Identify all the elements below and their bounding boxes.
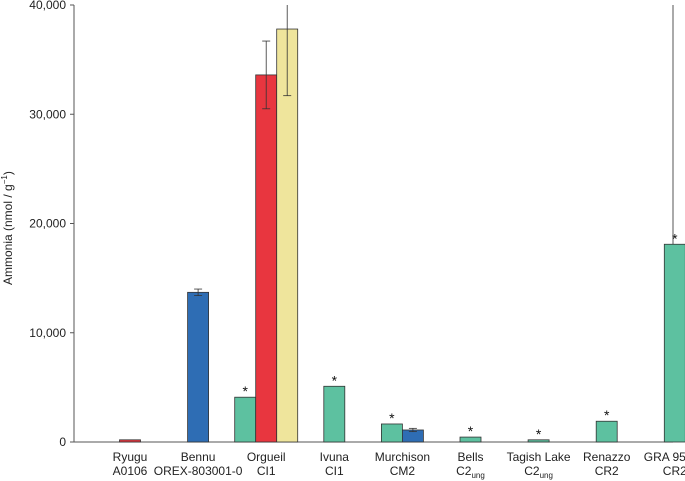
significance-star: * xyxy=(242,383,248,399)
y-tick-label: 30,000 xyxy=(29,107,66,121)
bar xyxy=(459,436,482,443)
bar xyxy=(234,396,257,443)
category-label-line1: Bells xyxy=(457,450,483,464)
category-label-main: C2 xyxy=(456,464,472,478)
y-axis-title-end: ) xyxy=(1,171,15,175)
category-label-main: CR2 xyxy=(595,464,619,478)
bar xyxy=(119,439,141,443)
category-label-line1: Murchison xyxy=(375,450,430,464)
bar xyxy=(595,420,618,443)
category-label-line2: C2ung xyxy=(524,464,553,480)
y-axis-title-sup: −1 xyxy=(0,175,9,185)
bar xyxy=(527,439,550,443)
category-label-line1: Ivuna xyxy=(320,450,350,464)
category-labels: RyuguA0106BennuOREX-803001-0OrgueilCI1Iv… xyxy=(113,450,685,480)
bars: * * * * * * * xyxy=(119,5,685,443)
category-label-line1: GRA 95229 xyxy=(644,450,685,464)
significance-star: * xyxy=(672,230,678,246)
significance-star: * xyxy=(468,423,474,439)
bar xyxy=(255,74,278,443)
y-tick-label: 0 xyxy=(59,435,66,449)
significance-star: * xyxy=(536,426,542,442)
category-label-main: CM2 xyxy=(390,464,416,478)
axes: 0 10,000 20,000 30,000 40,000 xyxy=(29,0,674,449)
y-tick-label: 20,000 xyxy=(29,217,66,231)
y-axis-title-main: Ammonia (nmol / g xyxy=(1,184,15,285)
y-tick-label: 40,000 xyxy=(29,0,66,12)
bar xyxy=(323,385,346,443)
category-label-line2: CR2 xyxy=(663,464,685,478)
category-label-line1: Ryugu xyxy=(113,450,148,464)
category-label-line1: Tagish Lake xyxy=(507,450,571,464)
category-label-line1: Bennu xyxy=(181,450,216,464)
category-label-line2: A0106 xyxy=(113,464,148,478)
bar xyxy=(187,291,210,443)
category-label-main: C2 xyxy=(524,464,540,478)
significance-star: * xyxy=(604,407,610,423)
significance-star: * xyxy=(389,410,395,426)
bar xyxy=(380,423,403,443)
category-label-line2: CI1 xyxy=(325,464,344,478)
category-label-line2: OREX-803001-0 xyxy=(154,464,243,478)
category-label-line1: Renazzo xyxy=(583,450,631,464)
significance-star: * xyxy=(332,372,338,388)
category-label-line2: C2ung xyxy=(456,464,485,480)
category-label-line2: CR2 xyxy=(595,464,619,478)
category-label-subscript: ung xyxy=(540,471,553,480)
category-label-main: OREX-803001-0 xyxy=(154,464,243,478)
category-label-main: CR2 xyxy=(663,464,685,478)
y-tick-label: 10,000 xyxy=(29,326,66,340)
category-label-line1: Orgueil xyxy=(247,450,286,464)
category-label-main: CI1 xyxy=(325,464,344,478)
category-label-main: A0106 xyxy=(113,464,148,478)
category-label-subscript: ung xyxy=(471,471,484,480)
category-label-main: CI1 xyxy=(257,464,276,478)
y-axis-title: Ammonia (nmol / g−1) xyxy=(0,171,15,285)
category-label-line2: CM2 xyxy=(390,464,416,478)
category-label-line2: CI1 xyxy=(257,464,276,478)
bar xyxy=(663,243,685,443)
